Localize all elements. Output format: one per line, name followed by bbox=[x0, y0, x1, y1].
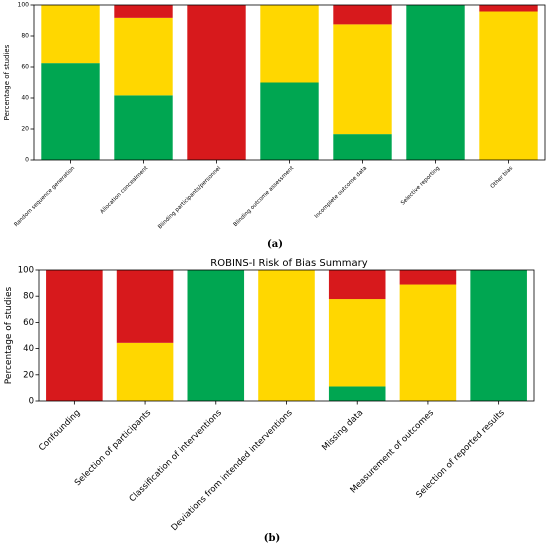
a-bar-0-seg-0 bbox=[41, 63, 100, 161]
panel-b-title: ROBINS-I Risk of Bias Summary bbox=[210, 258, 367, 269]
a-bar-6-seg-1 bbox=[479, 11, 538, 161]
a-bar-4-seg-0 bbox=[333, 134, 392, 160]
b-axes-frame bbox=[38, 269, 535, 402]
b-y-tick-label-2: 40 bbox=[23, 344, 34, 354]
a-y-tick-label-5: 100 bbox=[18, 2, 30, 9]
a-y-tick-label-2: 40 bbox=[21, 95, 29, 102]
a-axes-frame bbox=[33, 4, 546, 161]
a-x-tick-label-2: Blinding participants/personnel bbox=[157, 165, 222, 230]
b-bar-1-seg-1 bbox=[116, 342, 174, 401]
b-bar-6-seg-0 bbox=[470, 270, 527, 401]
b-y-tick-label-5: 100 bbox=[18, 266, 34, 276]
b-bar-0-seg-2 bbox=[46, 270, 103, 401]
a-bar-1-seg-2 bbox=[114, 5, 173, 18]
b-x-tick-label-5: Measurement of outcomes bbox=[349, 408, 437, 496]
a-bar-2-seg-2 bbox=[187, 5, 246, 160]
b-y-tick-label-3: 60 bbox=[23, 318, 34, 328]
a-x-tick-label-6: Other bias bbox=[490, 165, 515, 190]
b-bar-4-seg-2 bbox=[328, 270, 386, 300]
b-y-tick-label-4: 80 bbox=[23, 292, 34, 302]
a-bar-6-seg-2 bbox=[479, 5, 538, 12]
a-bar-3-seg-0 bbox=[260, 82, 319, 160]
b-bar-5-seg-1 bbox=[399, 284, 457, 401]
a-x-tick-label-0: Random sequence generation bbox=[13, 165, 76, 228]
b-x-tick-label-0: Confounding bbox=[37, 408, 82, 453]
a-y-axis-label: Percentage of studies bbox=[3, 44, 11, 120]
a-bar-1-seg-0 bbox=[114, 95, 173, 160]
a-x-tick-label-3: Blinding outcome assessment bbox=[233, 165, 296, 228]
b-bar-3-seg-1 bbox=[258, 270, 315, 401]
b-x-tick-label-4: Missing data bbox=[320, 408, 365, 453]
b-x-tick-label-3: Deviations from intended interventions bbox=[170, 408, 295, 533]
a-y-tick-label-1: 20 bbox=[21, 126, 29, 133]
a-bar-4-seg-1 bbox=[333, 24, 392, 135]
b-y-tick-label-1: 20 bbox=[23, 370, 34, 380]
b-bar-1-seg-2 bbox=[116, 270, 174, 343]
b-bar-4-seg-1 bbox=[328, 299, 386, 387]
b-bar-4-seg-0 bbox=[328, 386, 386, 401]
b-bar-5-seg-2 bbox=[399, 270, 457, 285]
a-bar-3-seg-1 bbox=[260, 5, 319, 83]
a-bar-0-seg-1 bbox=[41, 5, 100, 64]
a-y-tick-label-4: 80 bbox=[21, 33, 29, 40]
panel-b-label: (b) bbox=[264, 533, 280, 544]
a-x-tick-label-5: Selective reporting bbox=[400, 165, 441, 206]
a-bar-5-seg-0 bbox=[406, 5, 465, 160]
b-x-tick-label-1: Selection of participants bbox=[73, 408, 154, 489]
b-y-axis-label: Percentage of studies bbox=[4, 286, 14, 384]
a-bar-4-seg-2 bbox=[333, 5, 392, 25]
a-x-tick-label-1: Allocation concealment bbox=[99, 165, 149, 215]
a-y-tick-label-3: 60 bbox=[21, 64, 29, 71]
b-bar-2-seg-0 bbox=[187, 270, 245, 401]
panel-a-chart: Random sequence generation Allocation con… bbox=[3, 2, 546, 230]
panel-a-label: (a) bbox=[267, 239, 283, 250]
a-x-tick-label-4: Incomplete outcome data bbox=[314, 165, 368, 219]
a-y-tick-label-0: 0 bbox=[25, 157, 29, 164]
b-y-tick-label-0: 0 bbox=[29, 397, 34, 407]
a-bar-1-seg-1 bbox=[114, 17, 173, 96]
